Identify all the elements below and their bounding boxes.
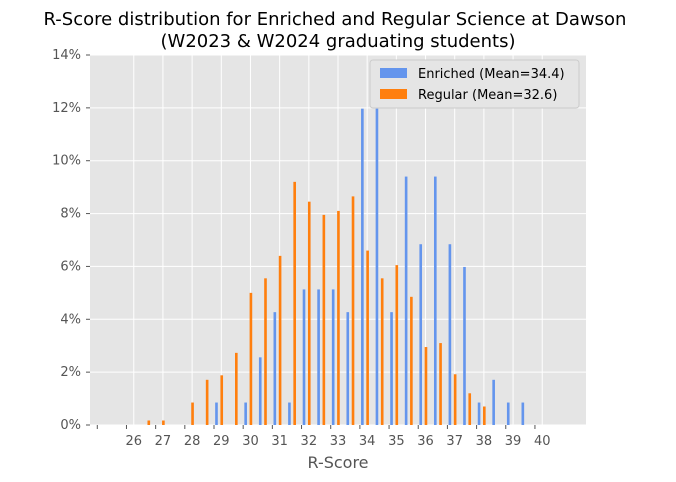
- x-tick-label: 31: [271, 434, 288, 449]
- y-tick-label: 14%: [52, 48, 81, 63]
- y-tick-label: 12%: [52, 101, 81, 116]
- bar-regular: [395, 265, 399, 425]
- bar-enriched: [419, 244, 423, 425]
- x-tick-label: 40: [534, 434, 551, 449]
- bar-enriched: [258, 357, 262, 425]
- x-tick-label: 38: [476, 434, 493, 449]
- x-tick-label: 35: [388, 434, 405, 449]
- bar-enriched: [215, 402, 218, 425]
- legend: Enriched (Mean=34.4) Regular (Mean=32.6): [369, 59, 580, 109]
- bars: [147, 108, 525, 426]
- bar-regular: [468, 393, 472, 425]
- bar-enriched: [244, 402, 247, 425]
- bar-enriched: [506, 402, 510, 425]
- bar-regular: [439, 343, 442, 425]
- x-tick-label: 26: [125, 434, 142, 449]
- bar-regular: [483, 406, 486, 425]
- x-tick-label: 30: [242, 434, 259, 449]
- x-tick-label: 29: [213, 434, 230, 449]
- bar-enriched: [390, 312, 393, 425]
- bar-regular: [307, 201, 311, 425]
- y-tick-label: 8%: [60, 207, 81, 222]
- bar-regular: [162, 420, 165, 425]
- bar-regular: [147, 420, 151, 425]
- y-tick-label: 2%: [60, 365, 81, 380]
- bar-enriched: [463, 266, 466, 425]
- legend-label-regular: Regular (Mean=32.6): [418, 88, 557, 103]
- x-axis: 26 27 28 29 30 31 32 33 34 35 36 37 38 39 40: [96, 425, 551, 449]
- bar-regular: [424, 347, 428, 425]
- legend-label-enriched: Enriched (Mean=34.4): [418, 67, 565, 82]
- bar-regular: [410, 296, 413, 425]
- bar-regular: [453, 374, 457, 425]
- bar-regular: [264, 278, 267, 425]
- x-tick-label: 27: [155, 434, 172, 449]
- legend-swatch-enriched: [380, 68, 407, 78]
- bar-regular: [351, 196, 355, 425]
- bar-regular: [380, 278, 384, 425]
- bar-regular: [278, 255, 282, 425]
- y-axis: 0% 2% 4% 6% 8% 10% 12% 14%: [52, 48, 90, 433]
- bar-enriched: [433, 176, 437, 425]
- y-tick-label: 0%: [60, 418, 81, 433]
- bar-regular: [235, 352, 238, 425]
- chart-title: R-Score distribution for Enriched and Re…: [44, 9, 627, 30]
- bar-enriched: [448, 244, 452, 425]
- bar-enriched: [477, 402, 481, 425]
- legend-box: [369, 59, 580, 109]
- bar-enriched: [317, 289, 320, 425]
- bar-regular: [293, 181, 296, 425]
- x-tick-label: 32: [301, 434, 318, 449]
- bar-enriched: [404, 176, 408, 425]
- bar-enriched: [346, 312, 350, 425]
- x-tick-label: 34: [359, 434, 376, 449]
- bar-enriched: [361, 108, 364, 426]
- bar-regular: [366, 250, 369, 425]
- x-tick-label: 36: [417, 434, 434, 449]
- x-axis-label: R-Score: [307, 453, 368, 472]
- bar-regular: [205, 379, 209, 425]
- y-tick-label: 10%: [52, 154, 81, 169]
- bar-enriched: [521, 402, 525, 425]
- y-tick-label: 6%: [60, 259, 81, 274]
- bar-regular: [191, 402, 194, 425]
- bar-regular: [337, 210, 340, 425]
- bar-regular: [220, 375, 224, 425]
- bar-enriched: [492, 379, 495, 425]
- chart-subtitle: (W2023 & W2024 graduating students): [161, 31, 516, 52]
- bar-enriched: [302, 289, 306, 425]
- bar-enriched: [273, 312, 277, 425]
- bar-enriched: [331, 289, 335, 425]
- legend-swatch-regular: [380, 89, 407, 99]
- x-tick-label: 37: [446, 434, 463, 449]
- bar-enriched: [375, 108, 379, 426]
- x-tick-label: 33: [330, 434, 347, 449]
- y-tick-label: 4%: [60, 312, 81, 327]
- bar-regular: [249, 292, 253, 425]
- bar-enriched: [288, 402, 291, 425]
- x-tick-label: 39: [505, 434, 522, 449]
- bar-regular: [322, 214, 326, 425]
- x-tick-label: 28: [184, 434, 201, 449]
